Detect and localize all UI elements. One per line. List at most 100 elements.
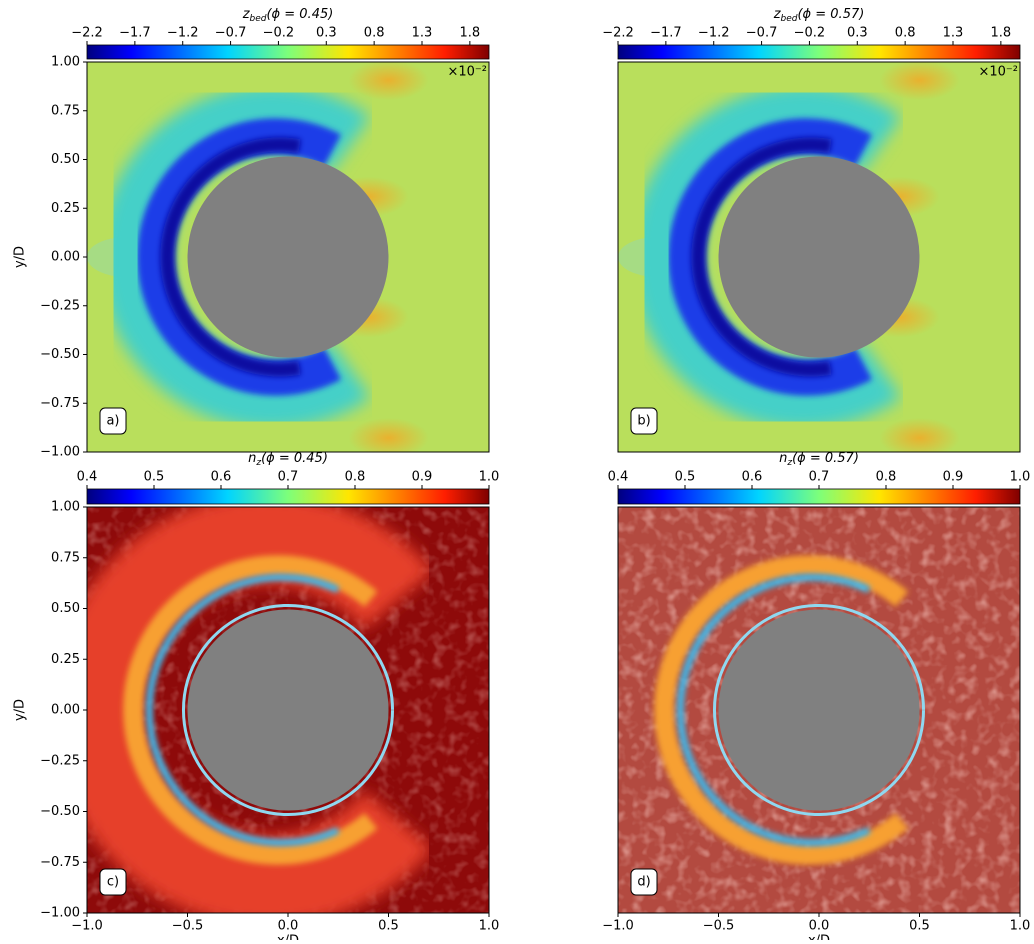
field-blob	[879, 417, 960, 452]
field-core	[160, 137, 301, 377]
colorbar-tick-label: −0.7	[215, 26, 247, 41]
x-tick-label: −1.0	[602, 919, 634, 934]
colorbar-symbol: z	[242, 7, 251, 22]
colorbar-subscript: bed	[250, 14, 267, 24]
y-axis-label: y/D	[13, 246, 28, 268]
y-tick-label: 0.75	[51, 550, 80, 565]
field	[618, 507, 1020, 913]
colorbar-label: zbed(ϕ = 0.45)	[242, 7, 334, 24]
y-tick-label: −1.00	[40, 445, 80, 460]
colorbar-tick-label: −1.7	[650, 26, 682, 41]
colorbar-multiplier: ×10⁻²	[978, 65, 1018, 80]
colorbar-tick-label: −2.2	[71, 26, 103, 41]
panel-label-box	[630, 407, 658, 435]
field-crescent	[137, 118, 342, 396]
colorbar-tick-label: 0.8	[895, 26, 916, 41]
y-tick-label: −0.25	[40, 753, 80, 768]
field-ridge	[145, 573, 340, 847]
colorbar-tick-label: −2.2	[602, 26, 634, 41]
colorbar-symbol: n	[248, 451, 256, 466]
x-tick-label: 0.0	[278, 919, 299, 934]
field-band	[654, 555, 909, 865]
x-axis-label: x/D	[277, 934, 299, 941]
colorbar-tick-label: 1.0	[1010, 470, 1031, 485]
x-tick-label: −0.5	[703, 919, 735, 934]
field-blob	[348, 417, 429, 452]
y-tick-label: 0.00	[51, 250, 80, 265]
y-tick-label: −0.75	[40, 855, 80, 870]
cylinder	[718, 609, 920, 811]
y-tick-label: −0.50	[40, 347, 80, 362]
colorbar-tick-label: 0.6	[211, 470, 232, 485]
colorbar-subscript: z	[255, 458, 261, 468]
cylinder	[187, 156, 389, 358]
colorbar-tick-label: 0.8	[876, 470, 897, 485]
panel-label-box	[99, 407, 127, 435]
x-tick-label: 0.5	[378, 919, 399, 934]
colorbar-tick-label: 1.8	[460, 26, 481, 41]
colorbar-condition: (ϕ = 0.57)	[797, 7, 864, 22]
colorbar-tick-label: 0.4	[608, 470, 629, 485]
x-tick-label: 1.0	[1010, 919, 1031, 934]
colorbar-label: zbed(ϕ = 0.57)	[773, 7, 865, 24]
panel-label-box	[99, 868, 127, 896]
field-core	[691, 137, 832, 377]
field	[618, 62, 1020, 452]
colorbar	[86, 44, 490, 60]
colorbar-tick-label: 0.7	[809, 470, 830, 485]
colorbar-tick-label: 0.8	[364, 26, 385, 41]
y-tick-label: 0.75	[51, 103, 80, 118]
cylinder	[718, 156, 920, 358]
field-blob	[879, 62, 960, 101]
colorbar-tick-label: 0.5	[144, 470, 165, 485]
x-tick-label: −0.5	[172, 919, 204, 934]
colorbar-tick-label: 1.0	[479, 470, 500, 485]
y-tick-label: 0.50	[51, 152, 80, 167]
colorbar-tick-label: 0.9	[943, 470, 964, 485]
colorbar-tick-label: −1.7	[119, 26, 151, 41]
colorbar-tick-label: 0.7	[278, 470, 299, 485]
x-tick-label: 0.0	[809, 919, 830, 934]
colorbar-tick-label: −0.2	[263, 26, 295, 41]
y-tick-label: −0.25	[40, 298, 80, 313]
colorbar-symbol: z	[773, 7, 782, 22]
colorbar-symbol: n	[779, 451, 787, 466]
y-tick-label: 0.50	[51, 601, 80, 616]
colorbar-condition: (ϕ = 0.45)	[266, 7, 333, 22]
colorbar-tick-label: 0.3	[316, 26, 337, 41]
colorbar-condition: (ϕ = 0.57)	[792, 451, 859, 466]
colorbar-tick-label: 1.3	[943, 26, 964, 41]
colorbar-tick-label: 0.9	[412, 470, 433, 485]
field-rim	[181, 604, 395, 816]
colorbar-tick-label: 0.4	[77, 470, 98, 485]
colorbar	[86, 488, 490, 505]
y-tick-label: 1.00	[51, 500, 80, 515]
y-tick-label: 1.00	[51, 55, 80, 70]
colorbar-tick-label: 0.6	[742, 470, 763, 485]
x-tick-label: 0.5	[909, 919, 930, 934]
colorbar-label: nz(ϕ = 0.57)	[779, 451, 859, 468]
panel-label: d)	[637, 875, 650, 890]
colorbar-tick-label: −0.7	[746, 26, 778, 41]
x-tick-label: −1.0	[71, 919, 103, 934]
x-tick-label: 1.0	[479, 919, 500, 934]
colorbar-tick-label: 0.5	[675, 470, 696, 485]
y-tick-label: 0.00	[51, 703, 80, 718]
field-blob	[348, 62, 429, 101]
colorbar-subscript: bed	[781, 14, 798, 24]
field-ridge	[676, 573, 871, 847]
y-axis-label: y/D	[13, 699, 28, 721]
colorbar-subscript: z	[786, 458, 792, 468]
panel-label: a)	[106, 414, 119, 429]
field-crescent	[668, 118, 873, 396]
colorbar-tick-label: 1.3	[412, 26, 433, 41]
plot-frame	[617, 61, 1021, 453]
colorbar-tick-label: −1.2	[167, 26, 199, 41]
field-band	[87, 507, 434, 913]
colorbar	[617, 44, 1021, 60]
field-rim	[712, 604, 926, 816]
colorbar	[617, 488, 1021, 505]
colorbar-label: nz(ϕ = 0.45)	[248, 451, 328, 468]
colorbar-tick-label: −1.2	[698, 26, 730, 41]
